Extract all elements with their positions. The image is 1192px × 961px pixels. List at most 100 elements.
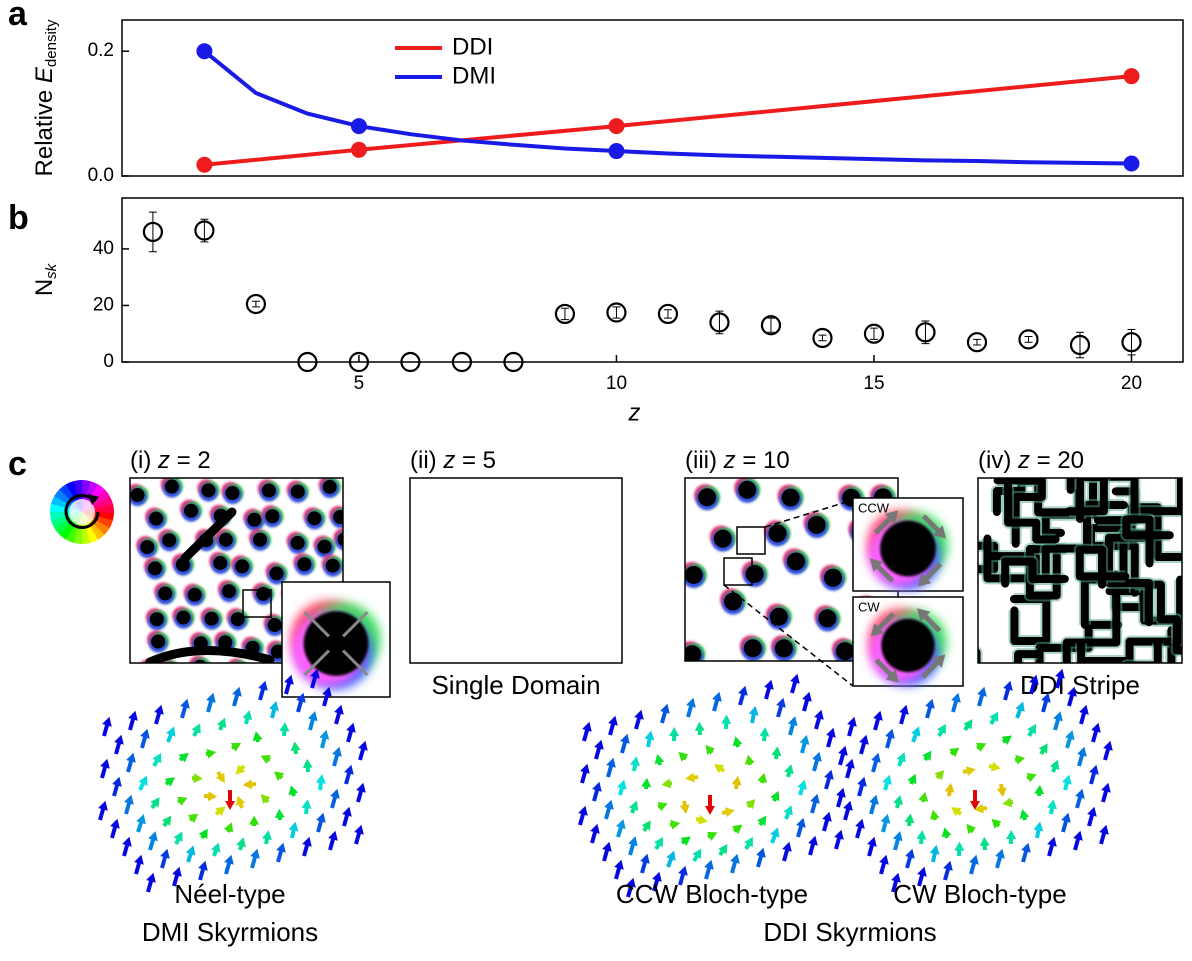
spin-head	[346, 723, 356, 733]
core	[818, 609, 836, 627]
spin-head	[918, 792, 928, 802]
spin-head	[275, 809, 285, 818]
x-tick-label: 15	[863, 373, 884, 394]
spin-head	[991, 762, 1001, 772]
series-marker	[1123, 68, 1139, 84]
spin-head	[128, 711, 138, 721]
spin-head	[1053, 711, 1063, 721]
x-axis-label: z	[628, 399, 641, 426]
spin-head	[302, 799, 312, 808]
core	[724, 593, 742, 611]
spin-head	[660, 704, 670, 714]
spin-head	[1087, 807, 1097, 817]
image-label-part: (ii)	[410, 447, 443, 474]
spin-head	[206, 693, 216, 703]
core	[333, 510, 347, 524]
spin-head	[879, 855, 889, 865]
y-tick-label: 40	[93, 238, 114, 259]
spin-head	[859, 735, 869, 745]
spin-head	[733, 736, 743, 746]
spin-head	[289, 785, 299, 795]
spin-head	[847, 717, 857, 727]
spin-head	[606, 758, 616, 768]
core	[698, 488, 716, 506]
core	[222, 584, 236, 598]
skyrmion-caption: CW Bloch-type	[893, 879, 1066, 909]
image-caption: DDI Stripe	[1020, 670, 1140, 700]
spin-head	[782, 842, 792, 852]
spin-head	[112, 777, 122, 787]
spin-head	[289, 822, 299, 832]
core	[782, 489, 800, 507]
spin-head	[604, 800, 614, 810]
core	[176, 611, 190, 625]
image-label: (iii) z = 10	[685, 447, 790, 474]
spin-head	[328, 831, 338, 841]
spin-head	[302, 837, 312, 847]
spin-head	[826, 728, 836, 738]
spin-head	[1101, 783, 1111, 793]
core	[149, 512, 163, 526]
spin-head	[354, 825, 364, 835]
spin-head	[705, 806, 715, 815]
series-marker	[196, 157, 212, 173]
core	[148, 561, 162, 575]
spin-head	[655, 754, 665, 764]
spin-head	[749, 706, 759, 716]
spin-head	[772, 747, 782, 757]
spin-head	[756, 848, 766, 858]
spin-head	[680, 804, 690, 814]
spin-head	[838, 746, 848, 756]
spin-head	[951, 693, 961, 703]
spin-head	[873, 711, 883, 721]
spin-head	[685, 773, 695, 783]
core	[143, 663, 157, 677]
spin-head	[776, 698, 786, 708]
spin-head	[602, 842, 612, 852]
core	[744, 639, 762, 657]
spin-head	[1065, 730, 1075, 740]
spin-head	[943, 861, 953, 871]
spin-head	[808, 836, 818, 846]
spin-head	[857, 777, 867, 787]
spin-head	[669, 727, 679, 736]
spin-head	[802, 692, 812, 702]
spin-head	[757, 773, 767, 783]
spin-head	[124, 795, 134, 805]
spin-head	[925, 699, 935, 709]
spin-head	[995, 849, 1005, 859]
spin-head	[592, 782, 602, 792]
spin-head	[342, 807, 352, 817]
spin-head	[616, 819, 626, 829]
core	[685, 566, 703, 584]
spin-head	[303, 759, 313, 768]
y-axis-label-part: sk	[43, 262, 60, 279]
y-tick-label: 20	[93, 294, 114, 315]
image-label-part: z	[157, 447, 170, 474]
spin-head	[905, 849, 915, 859]
spin-head	[942, 827, 952, 837]
core	[253, 533, 267, 547]
spin-head	[824, 770, 834, 780]
skyrmion-caption: CCW Bloch-type	[616, 879, 808, 909]
core	[270, 566, 284, 580]
spin-head	[140, 729, 150, 739]
spin-head	[796, 818, 806, 828]
spin-head	[869, 795, 879, 805]
spin-head	[98, 801, 108, 811]
core	[140, 540, 154, 554]
spin-head	[608, 716, 618, 726]
spin-head	[332, 747, 342, 757]
error-bar	[149, 212, 157, 252]
spin-head	[316, 774, 326, 784]
spin-head	[232, 687, 242, 697]
spin-head	[997, 787, 1007, 797]
spin-head	[1099, 825, 1109, 835]
core	[193, 660, 207, 674]
image-label-part: = 20	[1030, 447, 1084, 474]
spin-head	[225, 801, 235, 810]
spin-head	[725, 807, 735, 817]
spin-head	[899, 705, 909, 715]
core	[262, 484, 276, 498]
spin-head	[812, 752, 822, 762]
